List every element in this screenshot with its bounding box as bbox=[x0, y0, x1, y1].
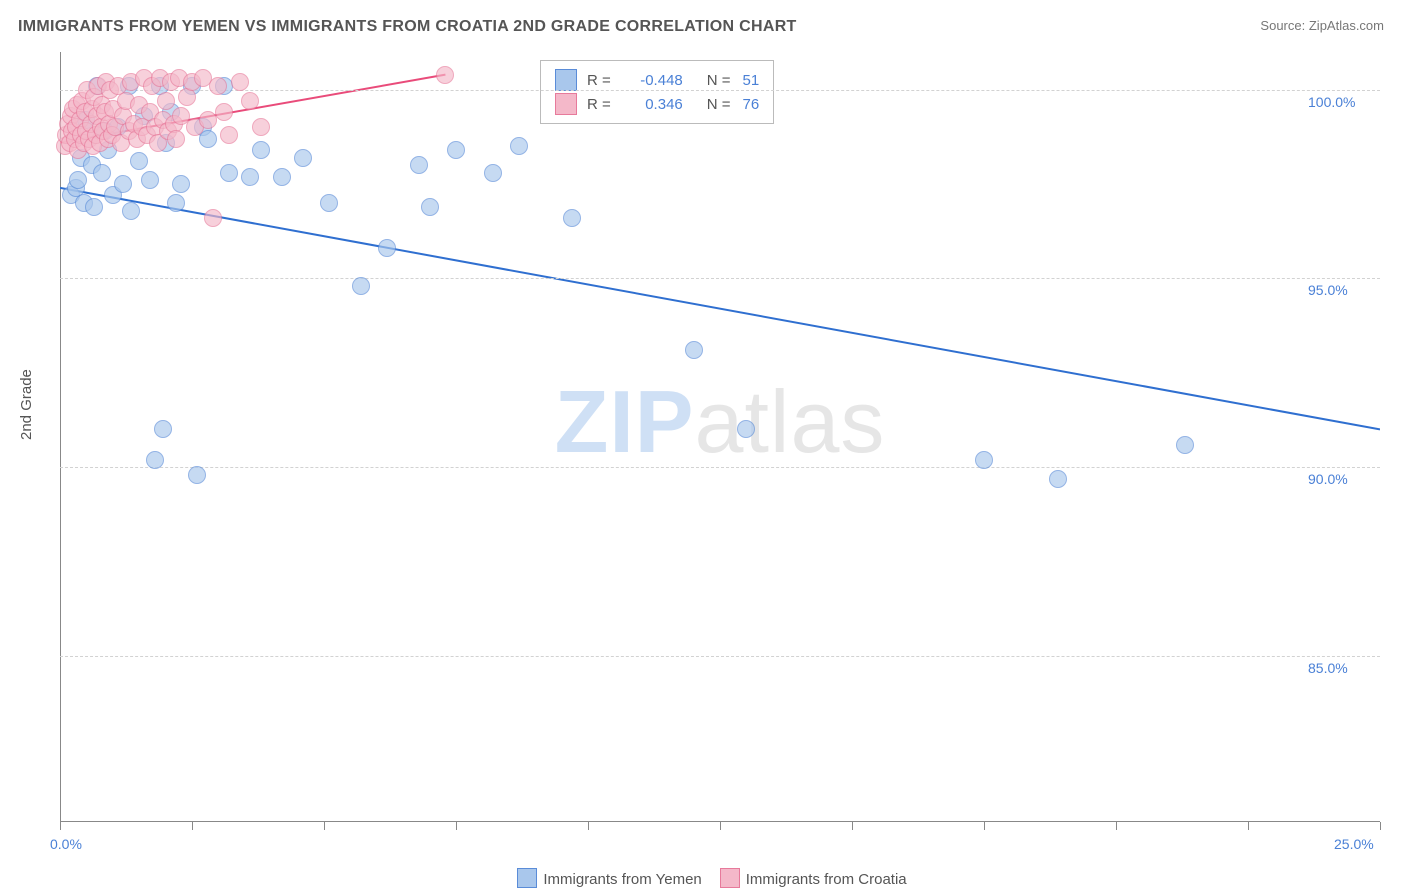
legend-n-label: N = bbox=[707, 72, 731, 89]
data-point bbox=[204, 209, 222, 227]
watermark: ZIPatlas bbox=[555, 371, 886, 473]
data-point bbox=[1049, 470, 1067, 488]
data-point bbox=[122, 202, 140, 220]
x-tick bbox=[720, 822, 721, 830]
y-tick-label: 90.0% bbox=[1308, 471, 1388, 487]
data-point bbox=[563, 209, 581, 227]
data-point bbox=[975, 451, 993, 469]
legend-n-value: 76 bbox=[743, 96, 760, 113]
data-point bbox=[215, 103, 233, 121]
correlation-legend: R = -0.448 N = 51 R = 0.346 N = 76 bbox=[540, 60, 774, 124]
chart-title: IMMIGRANTS FROM YEMEN VS IMMIGRANTS FROM… bbox=[18, 18, 797, 36]
source-name: ZipAtlas.com bbox=[1309, 18, 1384, 33]
data-point bbox=[167, 194, 185, 212]
watermark-a: ZIP bbox=[555, 372, 695, 471]
legend-r-label: R = bbox=[587, 72, 611, 89]
y-tick-label: 85.0% bbox=[1308, 660, 1388, 676]
grid-line bbox=[60, 656, 1380, 657]
data-point bbox=[410, 156, 428, 174]
data-point bbox=[1176, 436, 1194, 454]
data-point bbox=[188, 466, 206, 484]
plot-area: ZIPatlas R =-0.448N =51R =0.346N =76 85.… bbox=[60, 52, 1380, 822]
x-min-label: 0.0% bbox=[50, 836, 82, 852]
data-point bbox=[157, 92, 175, 110]
data-point bbox=[252, 141, 270, 159]
data-point bbox=[273, 168, 291, 186]
data-point bbox=[172, 175, 190, 193]
grid-line bbox=[60, 278, 1380, 279]
data-point bbox=[510, 137, 528, 155]
x-tick bbox=[852, 822, 853, 830]
data-point bbox=[85, 198, 103, 216]
legend-swatch bbox=[720, 868, 740, 888]
data-point bbox=[231, 73, 249, 91]
data-point bbox=[220, 164, 238, 182]
trend-line bbox=[60, 188, 1380, 430]
x-tick bbox=[1116, 822, 1117, 830]
x-tick bbox=[984, 822, 985, 830]
grid-line bbox=[60, 467, 1380, 468]
data-point bbox=[146, 451, 164, 469]
legend-swatch bbox=[517, 868, 537, 888]
legend-label: Immigrants from Croatia bbox=[746, 871, 907, 888]
data-point bbox=[484, 164, 502, 182]
data-point bbox=[241, 92, 259, 110]
data-point bbox=[294, 149, 312, 167]
data-point bbox=[421, 198, 439, 216]
legend-n-value: 51 bbox=[743, 72, 760, 89]
y-axis-title: 2nd Grade bbox=[18, 369, 35, 440]
data-point bbox=[685, 341, 703, 359]
legend-swatch bbox=[555, 69, 577, 91]
legend-r-value: -0.448 bbox=[623, 72, 683, 89]
data-point bbox=[154, 420, 172, 438]
axis-left bbox=[60, 52, 61, 822]
legend-label: Immigrants from Yemen bbox=[543, 871, 701, 888]
x-tick bbox=[1380, 822, 1381, 830]
data-point bbox=[167, 130, 185, 148]
x-tick bbox=[60, 822, 61, 830]
data-point bbox=[178, 88, 196, 106]
watermark-b: atlas bbox=[695, 372, 886, 471]
data-point bbox=[199, 111, 217, 129]
legend-r-label: R = bbox=[587, 96, 611, 113]
legend-swatch bbox=[555, 93, 577, 115]
data-point bbox=[93, 164, 111, 182]
source-label: Source: bbox=[1260, 18, 1305, 33]
legend-row: R = 0.346 N = 76 bbox=[555, 93, 759, 115]
data-point bbox=[241, 168, 259, 186]
data-point bbox=[252, 118, 270, 136]
data-point bbox=[114, 175, 132, 193]
data-point bbox=[737, 420, 755, 438]
data-point bbox=[220, 126, 238, 144]
legend-n-label: N = bbox=[707, 96, 731, 113]
y-tick-label: 95.0% bbox=[1308, 282, 1388, 298]
source-attr: Source: ZipAtlas.com bbox=[1260, 18, 1384, 33]
data-point bbox=[320, 194, 338, 212]
data-point bbox=[352, 277, 370, 295]
x-tick bbox=[1248, 822, 1249, 830]
x-tick bbox=[456, 822, 457, 830]
x-tick bbox=[192, 822, 193, 830]
legend-r-value: 0.346 bbox=[623, 96, 683, 113]
data-point bbox=[436, 66, 454, 84]
legend-row: R = -0.448 N = 51 bbox=[555, 69, 759, 91]
data-point bbox=[141, 171, 159, 189]
x-tick bbox=[324, 822, 325, 830]
x-max-label: 25.0% bbox=[1334, 836, 1374, 852]
y-tick-label: 100.0% bbox=[1308, 94, 1388, 110]
series-legend: Immigrants from Yemen Immigrants from Cro… bbox=[0, 868, 1406, 888]
data-point bbox=[130, 152, 148, 170]
grid-line bbox=[60, 90, 1380, 91]
x-tick bbox=[588, 822, 589, 830]
data-point bbox=[378, 239, 396, 257]
data-point bbox=[447, 141, 465, 159]
